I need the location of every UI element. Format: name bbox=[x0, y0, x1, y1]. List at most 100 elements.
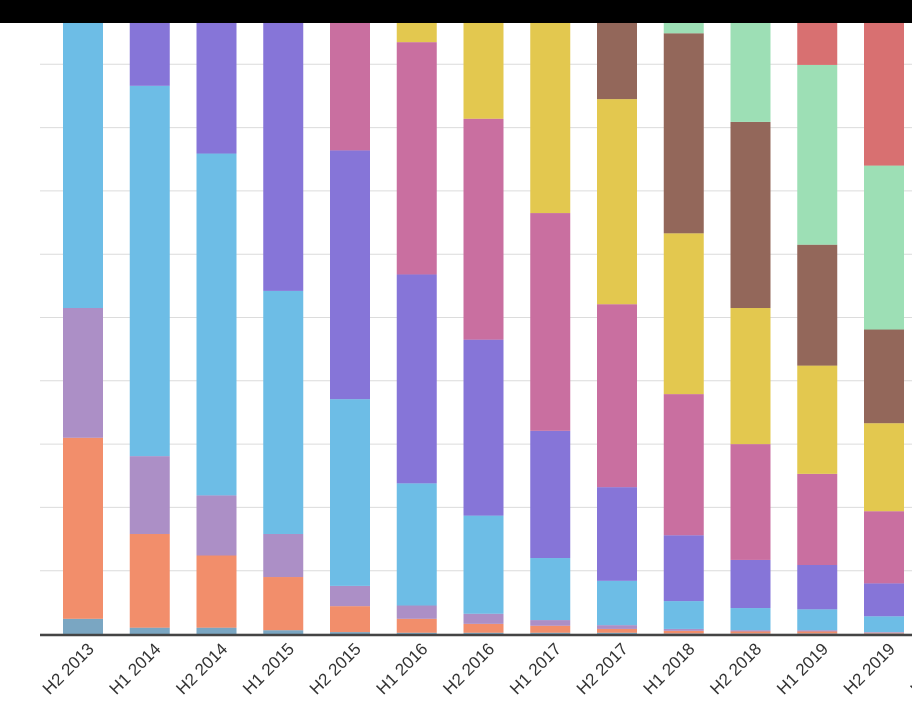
bar-segment bbox=[263, 577, 304, 631]
bar-segment bbox=[597, 304, 637, 488]
bar-segment bbox=[663, 628, 704, 631]
bar-segment bbox=[129, 85, 170, 457]
bar-segment bbox=[463, 118, 504, 340]
bar-segment bbox=[864, 583, 904, 617]
bar-segment bbox=[730, 631, 771, 634]
bar-segment bbox=[196, 555, 237, 628]
bar-segment bbox=[797, 244, 838, 366]
x-tick-label: H1 2019 bbox=[773, 639, 832, 698]
bar-segment bbox=[330, 150, 370, 400]
bar-segment bbox=[396, 42, 437, 275]
bar-segment bbox=[330, 585, 370, 607]
bar-segment bbox=[797, 365, 838, 474]
bar-segment bbox=[530, 430, 571, 559]
bar-segment bbox=[396, 632, 437, 634]
bar-segment bbox=[730, 121, 771, 309]
bar-segment bbox=[196, 627, 237, 634]
bar-segment bbox=[530, 620, 571, 626]
bar-segment bbox=[597, 580, 637, 626]
bar-segment bbox=[463, 339, 504, 516]
bar-segment bbox=[330, 632, 370, 634]
bar-segment bbox=[663, 233, 704, 395]
bar-segment bbox=[864, 329, 904, 424]
bar-segment bbox=[730, 608, 771, 631]
bar-segment bbox=[330, 399, 370, 586]
bar-segment bbox=[864, 165, 904, 330]
bar-segment bbox=[463, 632, 504, 634]
bar-segment bbox=[263, 290, 304, 534]
bar-segment bbox=[597, 628, 637, 633]
bar-segment bbox=[196, 495, 237, 556]
bar-segment bbox=[663, 633, 704, 634]
bar-segment bbox=[597, 487, 637, 581]
bar-segment bbox=[797, 630, 838, 632]
x-tick-label: H2 2018 bbox=[706, 639, 765, 698]
bar-segment bbox=[129, 533, 170, 628]
bar-segment bbox=[663, 33, 704, 234]
bar-segment bbox=[864, 616, 904, 633]
bar-segment bbox=[797, 631, 838, 634]
bar-segment bbox=[864, 632, 904, 634]
bar-segment bbox=[730, 630, 771, 632]
bar-segment bbox=[730, 444, 771, 560]
x-tick-label: H2 2017 bbox=[573, 639, 632, 698]
bar-segment bbox=[730, 633, 771, 634]
bar-segment bbox=[63, 437, 103, 619]
x-tick-label: H1 2014 bbox=[106, 639, 165, 698]
bar-segment bbox=[63, 618, 103, 634]
x-tick-label: H1 2018 bbox=[640, 639, 699, 698]
bar-segment bbox=[530, 1, 571, 214]
bar-segment bbox=[730, 308, 771, 445]
bar-segment bbox=[663, 535, 704, 602]
bar-segment bbox=[663, 601, 704, 629]
x-tick-label: H1 2016 bbox=[373, 639, 432, 698]
bar-segment bbox=[63, 308, 103, 438]
bar-segment bbox=[597, 99, 637, 305]
bar-segment bbox=[129, 456, 170, 534]
bar-segment bbox=[530, 558, 571, 621]
bar-segment bbox=[797, 64, 838, 245]
bar-segment bbox=[663, 394, 704, 536]
bar-segment bbox=[330, 606, 370, 633]
bar-segment bbox=[129, 627, 170, 634]
bar-segment bbox=[530, 632, 571, 634]
top-bar bbox=[0, 0, 912, 23]
x-tick-label: H1 2015 bbox=[239, 639, 298, 698]
bar-segment bbox=[463, 613, 504, 624]
x-tick-label: H2 2013 bbox=[39, 639, 98, 698]
bar-segment bbox=[530, 625, 571, 633]
bar-segment bbox=[263, 1, 304, 291]
bar-segment bbox=[864, 633, 904, 634]
bar-segment bbox=[463, 623, 504, 633]
bar-segment bbox=[663, 630, 704, 634]
bar-segment bbox=[330, 1, 370, 151]
bar-segment bbox=[396, 618, 437, 633]
bar-segment bbox=[797, 565, 838, 610]
bar-segment bbox=[396, 483, 437, 606]
bar-segment bbox=[797, 473, 838, 566]
bar-segment bbox=[196, 153, 237, 496]
bar-segment bbox=[63, 1, 103, 309]
bar-segment bbox=[530, 213, 571, 431]
x-tick-label: H1 2020 bbox=[907, 639, 912, 698]
x-tick-label: H2 2015 bbox=[306, 639, 365, 698]
bar-segment bbox=[864, 511, 904, 584]
bar-segment bbox=[864, 632, 904, 633]
bar-segment bbox=[730, 559, 771, 609]
bar-segment bbox=[263, 630, 304, 634]
bar-segment bbox=[263, 533, 304, 578]
x-tick-label: H2 2014 bbox=[172, 639, 231, 698]
bar-segment bbox=[797, 633, 838, 634]
bar-segment bbox=[864, 423, 904, 512]
bar-segment bbox=[396, 274, 437, 484]
x-tick-label: H2 2016 bbox=[439, 639, 498, 698]
bar-segment bbox=[597, 632, 637, 634]
x-tick-label: H2 2019 bbox=[840, 639, 899, 698]
bar-segment bbox=[396, 605, 437, 619]
bar-segment bbox=[797, 609, 838, 631]
bar-segment bbox=[196, 1, 237, 154]
bar-segment bbox=[597, 625, 637, 629]
bar-segment bbox=[463, 515, 504, 614]
bar-segment bbox=[864, 1, 904, 166]
